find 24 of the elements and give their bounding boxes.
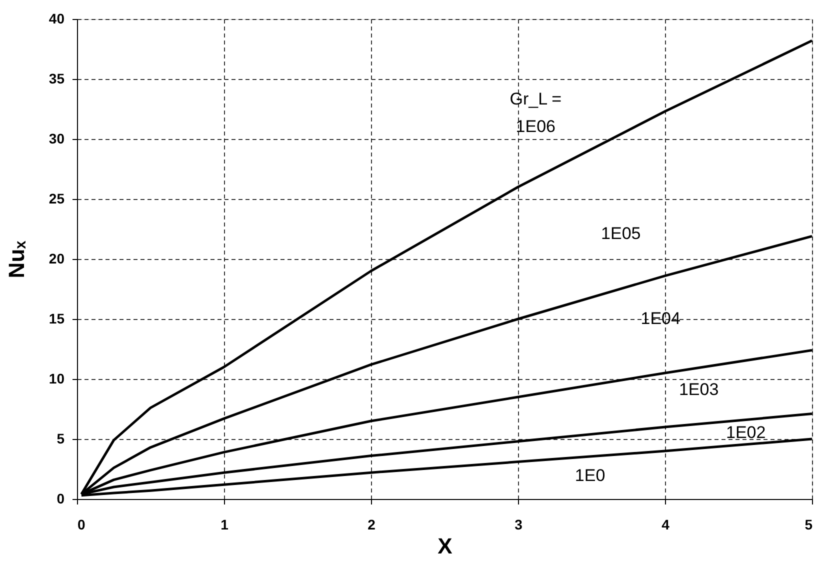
y-tick-label: 10 <box>48 370 65 386</box>
x-tick-label: 2 <box>368 516 376 532</box>
y-tick-label: 15 <box>48 310 65 326</box>
y-tick-label: 20 <box>48 250 65 266</box>
annotation: 1E02 <box>726 423 766 442</box>
annotation: Gr_L = <box>510 89 562 108</box>
annotation: 1E04 <box>640 309 680 328</box>
x-tick-label: 5 <box>804 516 813 532</box>
x-tick-label: 4 <box>662 516 670 532</box>
y-tick-label: 5 <box>56 430 65 446</box>
y-tick-label: 30 <box>48 130 65 146</box>
y-tick-label: 40 <box>48 10 65 26</box>
y-tick-label: 35 <box>48 70 65 86</box>
y-tick-label: 25 <box>48 190 65 206</box>
annotation: 1E0 <box>574 466 606 486</box>
x-tick-label: 3 <box>514 516 523 532</box>
x-tick-label: 0 <box>78 516 86 532</box>
y-axis-title: Nuₓ <box>4 240 29 278</box>
annotation: 1E03 <box>678 380 719 399</box>
x-axis-title: X <box>438 534 453 558</box>
annotation: 1E05 <box>601 224 641 243</box>
y-tick-label: 0 <box>56 490 65 506</box>
x-tick-label: 1 <box>220 516 229 532</box>
annotation: 1E06 <box>516 117 556 136</box>
